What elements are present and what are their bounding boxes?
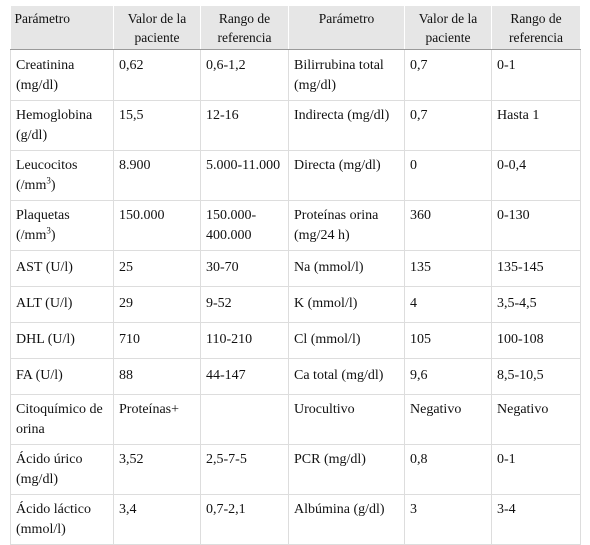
cell-reference-range: 0-130 [491,200,581,251]
cell-parameter: Proteínas orina (mg/24 h) [288,200,405,251]
cell-reference-range: 3-4 [491,494,581,545]
superscript: 3 [46,225,51,236]
cell-reference-range: 0,7-2,1 [200,494,289,545]
cell-patient-value: 0,7 [404,100,492,151]
header-parameter-2: Parámetro [288,6,405,50]
cell-patient-value: 0 [404,150,492,201]
lab-results-table: Parámetro Valor de la paciente Rango de … [10,6,581,545]
close-paren: ) [50,178,56,193]
cell-parameter: Citoquímico de orina [10,394,114,445]
table-row: ALT (U/l) 29 9-52 K (mmol/l) 4 3,5-4,5 [10,286,581,323]
table-row: Citoquímico de orina Proteínas+ Uroculti… [10,394,581,445]
cell-patient-value: 29 [113,286,201,323]
table-row: Plaquetas (/mm3) 150.000 150.000-400.000… [10,200,581,251]
cell-patient-value: 9,6 [404,358,492,395]
cell-patient-value: 8.900 [113,150,201,201]
cell-reference-range: 8,5-10,5 [491,358,581,395]
cell-parameter: Ácido láctico (mmol/l) [10,494,114,545]
cell-parameter: Bilirrubina total (mg/dl) [288,49,405,101]
table-row: Leucocitos (/mm3) 8.900 5.000-11.000 Dir… [10,150,581,201]
cell-patient-value: 710 [113,322,201,359]
cell-reference-range [200,394,289,445]
cell-reference-range: 30-70 [200,250,289,287]
header-reference-range-2: Rango de referencia [491,6,581,50]
cell-parameter: PCR (mg/dl) [288,444,405,495]
cell-parameter: Urocultivo [288,394,405,445]
cell-parameter: Directa (mg/dl) [288,150,405,201]
cell-patient-value: 0,8 [404,444,492,495]
cell-reference-range: 135-145 [491,250,581,287]
cell-parameter: Indirecta (mg/dl) [288,100,405,151]
cell-reference-range: 3,5-4,5 [491,286,581,323]
table-row: Ácido úrico (mg/dl) 3,52 2,5-7-5 PCR (mg… [10,444,581,495]
cell-patient-value: 150.000 [113,200,201,251]
cell-parameter: Plaquetas (/mm3) [10,200,114,251]
cell-reference-range: 12-16 [200,100,289,151]
header-parameter-1: Parámetro [10,6,114,50]
cell-reference-range: 5.000-11.000 [200,150,289,201]
cell-patient-value: 135 [404,250,492,287]
cell-patient-value: 3,52 [113,444,201,495]
header-patient-value-2: Valor de la paciente [404,6,492,50]
cell-patient-value: 15,5 [113,100,201,151]
superscript: 3 [46,175,51,186]
cell-parameter: Hemoglobina (g/dl) [10,100,114,151]
cell-parameter: K (mmol/l) [288,286,405,323]
header-patient-value-1: Valor de la paciente [113,6,201,50]
cell-reference-range: Negativo [491,394,581,445]
header-reference-range-1: Rango de referencia [200,6,289,50]
cell-patient-value: Proteínas+ [113,394,201,445]
cell-patient-value: 105 [404,322,492,359]
cell-patient-value: 25 [113,250,201,287]
cell-parameter: FA (U/l) [10,358,114,395]
cell-reference-range: 110-210 [200,322,289,359]
cell-parameter: Ca total (mg/dl) [288,358,405,395]
table-row: FA (U/l) 88 44-147 Ca total (mg/dl) 9,6 … [10,358,581,395]
cell-reference-range: 44-147 [200,358,289,395]
cell-reference-range: 100-108 [491,322,581,359]
table-body: Creatinina (mg/dl) 0,62 0,6-1,2 Bilirrub… [10,49,581,545]
cell-parameter: Creatinina (mg/dl) [10,49,114,101]
close-paren: ) [50,228,56,243]
lab-results-table-container: Parámetro Valor de la paciente Rango de … [10,6,581,545]
cell-reference-range: Hasta 1 [491,100,581,151]
cell-patient-value: 0,7 [404,49,492,101]
cell-patient-value: 4 [404,286,492,323]
cell-parameter: AST (U/l) [10,250,114,287]
cell-parameter: Ácido úrico (mg/dl) [10,444,114,495]
cell-parameter: Na (mmol/l) [288,250,405,287]
cell-reference-range: 150.000-400.000 [200,200,289,251]
table-row: Ácido láctico (mmol/l) 3,4 0,7-2,1 Albúm… [10,494,581,545]
cell-patient-value: 3,4 [113,494,201,545]
cell-reference-range: 9-52 [200,286,289,323]
cell-patient-value: Negativo [404,394,492,445]
cell-patient-value: 88 [113,358,201,395]
cell-reference-range: 0-1 [491,49,581,101]
cell-patient-value: 3 [404,494,492,545]
cell-parameter: Albúmina (g/dl) [288,494,405,545]
table-row: Creatinina (mg/dl) 0,62 0,6-1,2 Bilirrub… [10,49,581,101]
cell-parameter-text: Plaquetas (/mm [16,208,70,243]
cell-reference-range: 0-0,4 [491,150,581,201]
table-row: DHL (U/l) 710 110-210 Cl (mmol/l) 105 10… [10,322,581,359]
table-header: Parámetro Valor de la paciente Rango de … [10,6,581,50]
table-row: Hemoglobina (g/dl) 15,5 12-16 Indirecta … [10,100,581,151]
cell-parameter: ALT (U/l) [10,286,114,323]
header-row: Parámetro Valor de la paciente Rango de … [10,6,581,50]
cell-parameter: Leucocitos (/mm3) [10,150,114,201]
table-row: AST (U/l) 25 30-70 Na (mmol/l) 135 135-1… [10,250,581,287]
cell-parameter: Cl (mmol/l) [288,322,405,359]
cell-patient-value: 0,62 [113,49,201,101]
cell-reference-range: 0-1 [491,444,581,495]
cell-parameter-text: Leucocitos (/mm [16,158,78,193]
cell-reference-range: 2,5-7-5 [200,444,289,495]
cell-parameter: DHL (U/l) [10,322,114,359]
cell-reference-range: 0,6-1,2 [200,49,289,101]
cell-patient-value: 360 [404,200,492,251]
